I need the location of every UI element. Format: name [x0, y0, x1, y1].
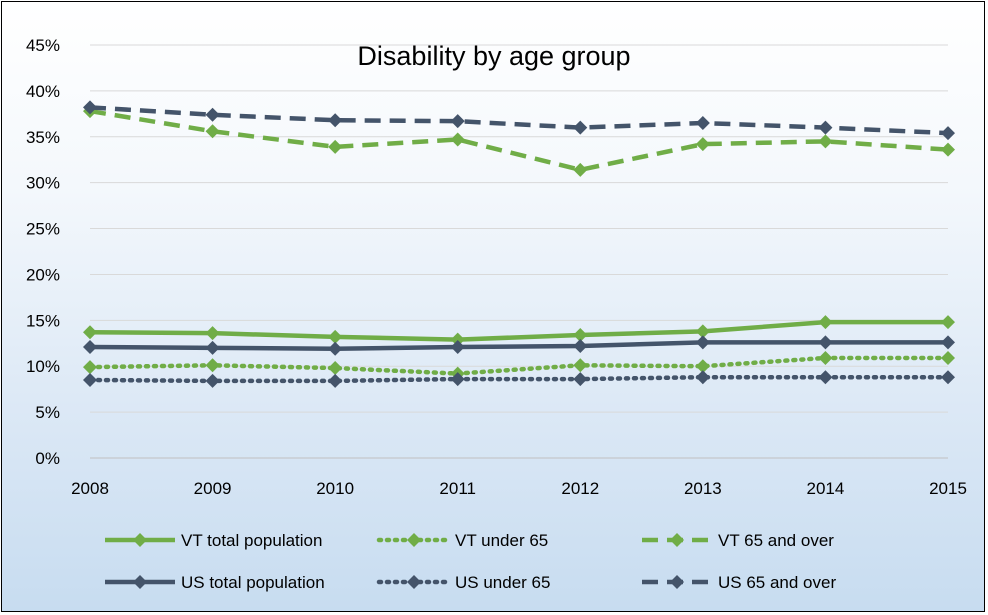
series-line: [87, 355, 951, 376]
x-tick-label: 2009: [194, 479, 232, 498]
data-point: [205, 107, 220, 122]
data-point: [695, 324, 710, 339]
data-point: [83, 372, 97, 387]
x-tick-label: 2015: [929, 479, 967, 498]
series-us-total-population: [83, 335, 955, 356]
data-point: [695, 359, 710, 374]
legend-marker: [133, 533, 147, 547]
legend-marker: [133, 575, 147, 589]
data-point: [818, 370, 833, 385]
data-point: [450, 114, 465, 129]
data-point: [573, 372, 588, 387]
data-point: [450, 372, 465, 387]
y-tick-label: 15%: [26, 311, 60, 330]
legend-item: VT total population: [105, 531, 322, 550]
series-line: [89, 108, 949, 173]
data-point: [83, 360, 97, 375]
y-tick-label: 5%: [35, 403, 60, 422]
y-tick-label: 0%: [35, 449, 60, 468]
data-point: [818, 335, 833, 350]
data-point: [941, 126, 955, 141]
y-tick-label: 25%: [26, 220, 60, 239]
chart-title: Disability by age group: [357, 41, 630, 71]
data-point: [941, 315, 955, 330]
legend-label: US total population: [181, 573, 325, 592]
data-point: [818, 350, 833, 365]
series-line: [89, 319, 948, 342]
legend-label: VT under 65: [455, 531, 548, 550]
legend-marker: [407, 575, 421, 589]
data-point: [573, 162, 588, 177]
y-tick-label: 20%: [26, 265, 60, 284]
legend-item: VT under 65: [376, 531, 548, 550]
data-point: [450, 132, 465, 147]
x-tick-label: 2013: [684, 479, 722, 498]
data-point: [695, 137, 710, 152]
data-point: [328, 113, 343, 128]
legend-item: VT 65 and over: [642, 531, 834, 550]
legend-label: US under 65: [455, 573, 550, 592]
data-point: [328, 329, 343, 344]
y-tick-label: 35%: [26, 128, 60, 147]
x-tick-label: 2008: [71, 479, 109, 498]
data-point: [83, 339, 97, 354]
data-point: [941, 370, 955, 385]
data-point: [695, 370, 710, 385]
x-tick-label: 2012: [561, 479, 599, 498]
x-tick-label: 2010: [316, 479, 354, 498]
data-point: [695, 335, 710, 350]
series-line: [89, 340, 948, 352]
data-point: [818, 134, 833, 149]
legend-label: US 65 and over: [718, 573, 836, 592]
legend-label: VT total population: [181, 531, 322, 550]
legend-marker: [670, 533, 684, 547]
y-tick-label: 30%: [26, 174, 60, 193]
y-tick-label: 10%: [26, 357, 60, 376]
legend-item: US 65 and over: [642, 573, 836, 592]
legend-marker: [670, 575, 684, 589]
data-point: [941, 335, 955, 350]
data-point: [83, 100, 97, 115]
data-point: [818, 120, 833, 135]
data-point: [83, 325, 97, 340]
data-point: [941, 350, 955, 365]
data-point: [205, 124, 220, 139]
x-tick-label: 2014: [807, 479, 845, 498]
data-point: [450, 332, 465, 347]
data-point: [573, 328, 588, 343]
data-point: [818, 315, 833, 330]
data-point: [573, 120, 588, 135]
x-tick-label: 2011: [439, 479, 476, 498]
series-us-under-65: [83, 370, 955, 388]
data-point: [205, 358, 220, 373]
data-point: [328, 139, 343, 154]
y-tick-label: 45%: [26, 36, 60, 55]
data-point: [573, 358, 588, 373]
series-line: [87, 374, 951, 384]
y-tick-label: 40%: [26, 82, 60, 101]
legend-item: US under 65: [376, 573, 550, 592]
legend-label: VT 65 and over: [718, 531, 834, 550]
data-point: [941, 142, 955, 157]
series-vt-total-population: [83, 315, 955, 347]
data-point: [573, 339, 588, 354]
data-point: [328, 373, 343, 388]
legend-item: US total population: [105, 573, 325, 592]
series-line: [89, 105, 949, 136]
data-point: [328, 341, 343, 356]
data-point: [205, 373, 220, 388]
data-point: [205, 340, 220, 355]
data-point: [205, 326, 220, 341]
series-us-65-and-over: [83, 100, 955, 141]
legend-marker: [407, 533, 421, 547]
data-point: [328, 361, 343, 376]
data-point: [695, 116, 710, 131]
data-point: [450, 339, 465, 354]
